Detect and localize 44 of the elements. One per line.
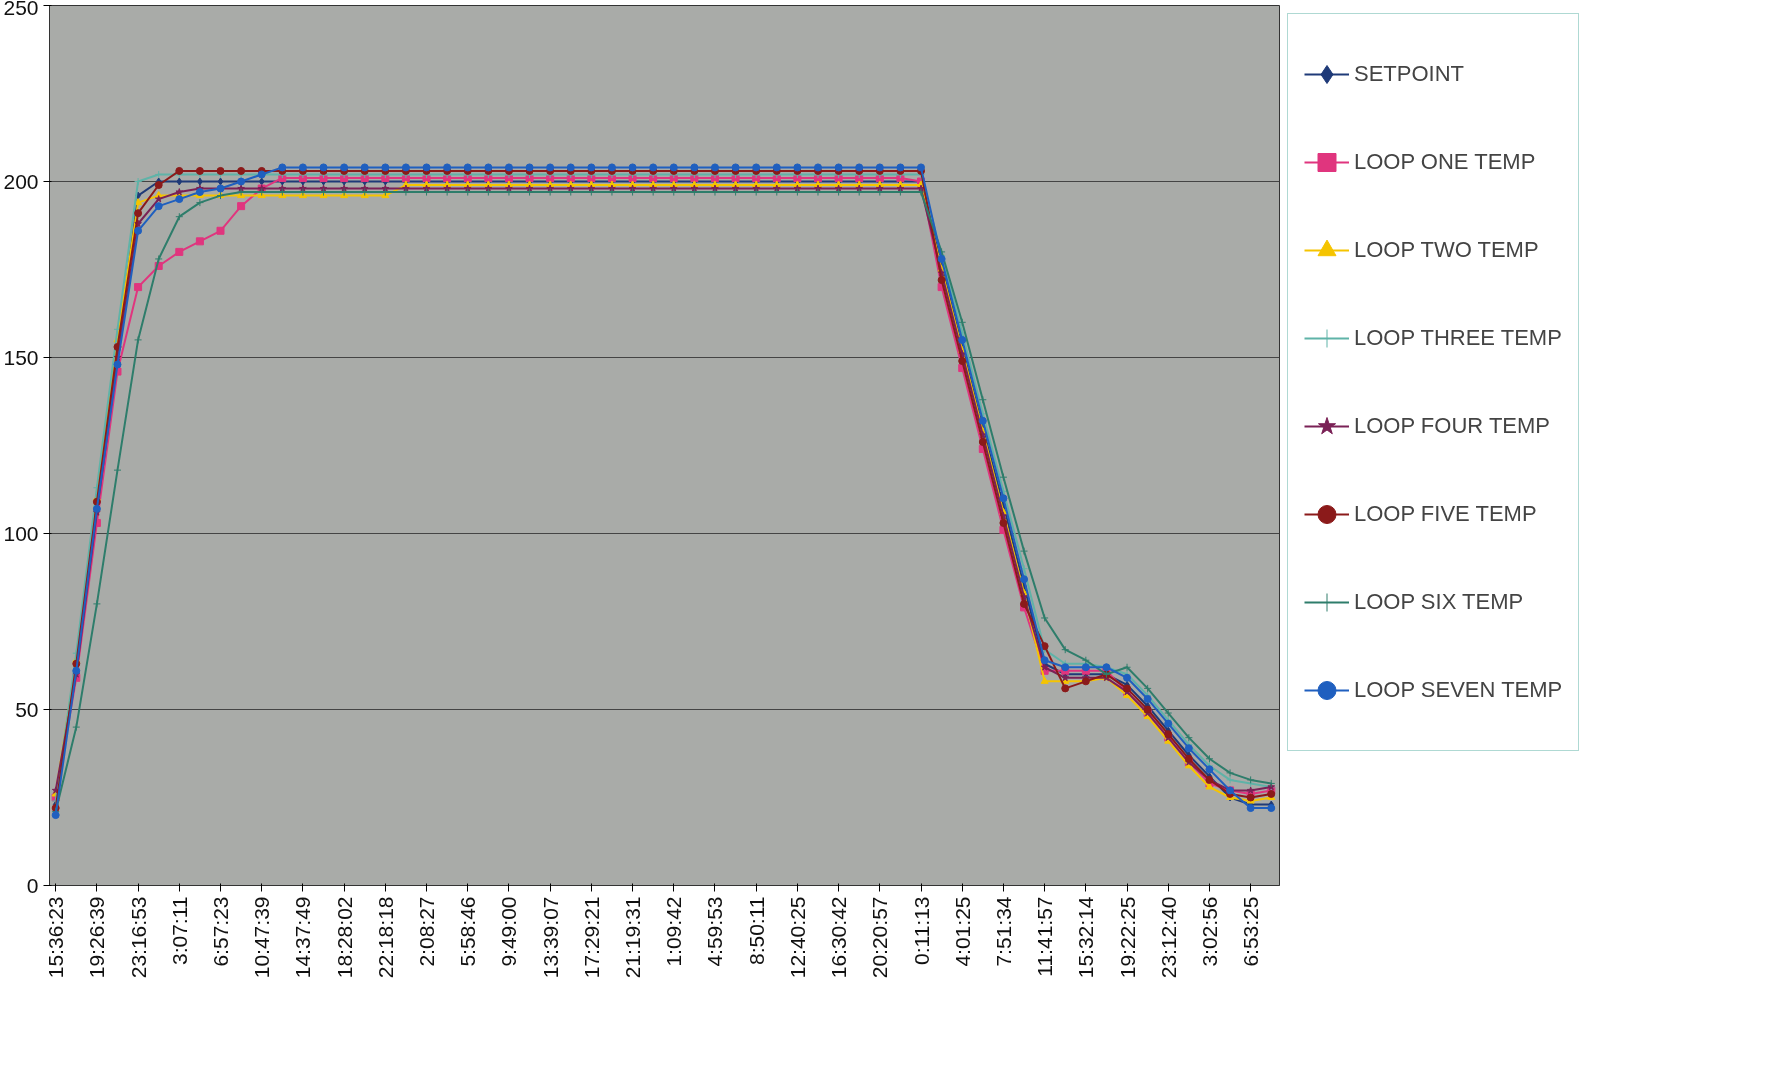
x-tick-label: 4:59:53 [703, 896, 727, 967]
x-tick-label: 9:49:00 [497, 896, 521, 967]
legend-label: LOOP FOUR TEMP [1354, 412, 1551, 440]
legend-label: LOOP SIX TEMP [1354, 588, 1524, 616]
x-tick-label: 6:57:23 [209, 896, 233, 967]
x-tick-label: 19:26:39 [85, 896, 109, 979]
x-tick-label: 18:28:02 [332, 896, 356, 979]
x-tick-label: 22:18:18 [373, 896, 397, 979]
legend-label: LOOP SEVEN TEMP [1354, 676, 1563, 704]
x-tick-label: 11:41:57 [1033, 896, 1057, 977]
x-tick-label: 14:37:49 [291, 896, 315, 979]
x-tick-label: 2:08:27 [415, 896, 439, 967]
x-tick-label: 17:29:21 [579, 896, 603, 979]
x-tick-label: 4:01:25 [950, 896, 974, 967]
x-tick-label: 6:53:25 [1239, 896, 1263, 967]
x-tick-label: 13:39:07 [538, 896, 562, 979]
x-tick-label: 15:32:14 [1074, 896, 1098, 979]
x-tick-label: 21:19:31 [621, 896, 645, 979]
legend-label: LOOP THREE TEMP [1354, 324, 1562, 352]
x-tick-label: 3:07:11 [167, 896, 191, 966]
y-tick-label: 0 [26, 873, 39, 897]
legend-label: LOOP FIVE TEMP [1354, 500, 1537, 528]
y-tick-label: 50 [15, 697, 39, 721]
legend-label: LOOP ONE TEMP [1354, 148, 1536, 176]
x-tick-label: 20:20:57 [868, 896, 892, 979]
y-tick-label: 200 [3, 169, 39, 193]
x-tick-label: 5:58:46 [456, 896, 480, 967]
x-tick-label: 3:02:56 [1197, 896, 1221, 967]
y-tick-label: 100 [3, 521, 39, 545]
x-tick-label: 23:16:53 [126, 896, 150, 979]
x-tick-label: 8:50:11 [744, 896, 768, 966]
y-tick-label: 150 [3, 345, 39, 369]
x-tick-label: 15:36:23 [44, 896, 68, 979]
x-tick-label: 10:47:39 [250, 896, 274, 979]
x-tick-label: 7:51:34 [991, 896, 1015, 967]
x-tick-label: 0:11:13 [909, 896, 933, 966]
x-tick-label: 19:22:25 [1115, 896, 1139, 979]
legend-label: LOOP TWO TEMP [1354, 236, 1539, 264]
x-tick-label: 12:40:25 [785, 896, 809, 979]
x-tick-label: 23:12:40 [1156, 896, 1180, 979]
x-tick-label: 16:30:42 [827, 896, 851, 979]
legend-label: SETPOINT [1354, 60, 1465, 88]
x-tick-label: 1:09:42 [662, 896, 686, 967]
y-tick-label: 250 [3, 0, 39, 19]
